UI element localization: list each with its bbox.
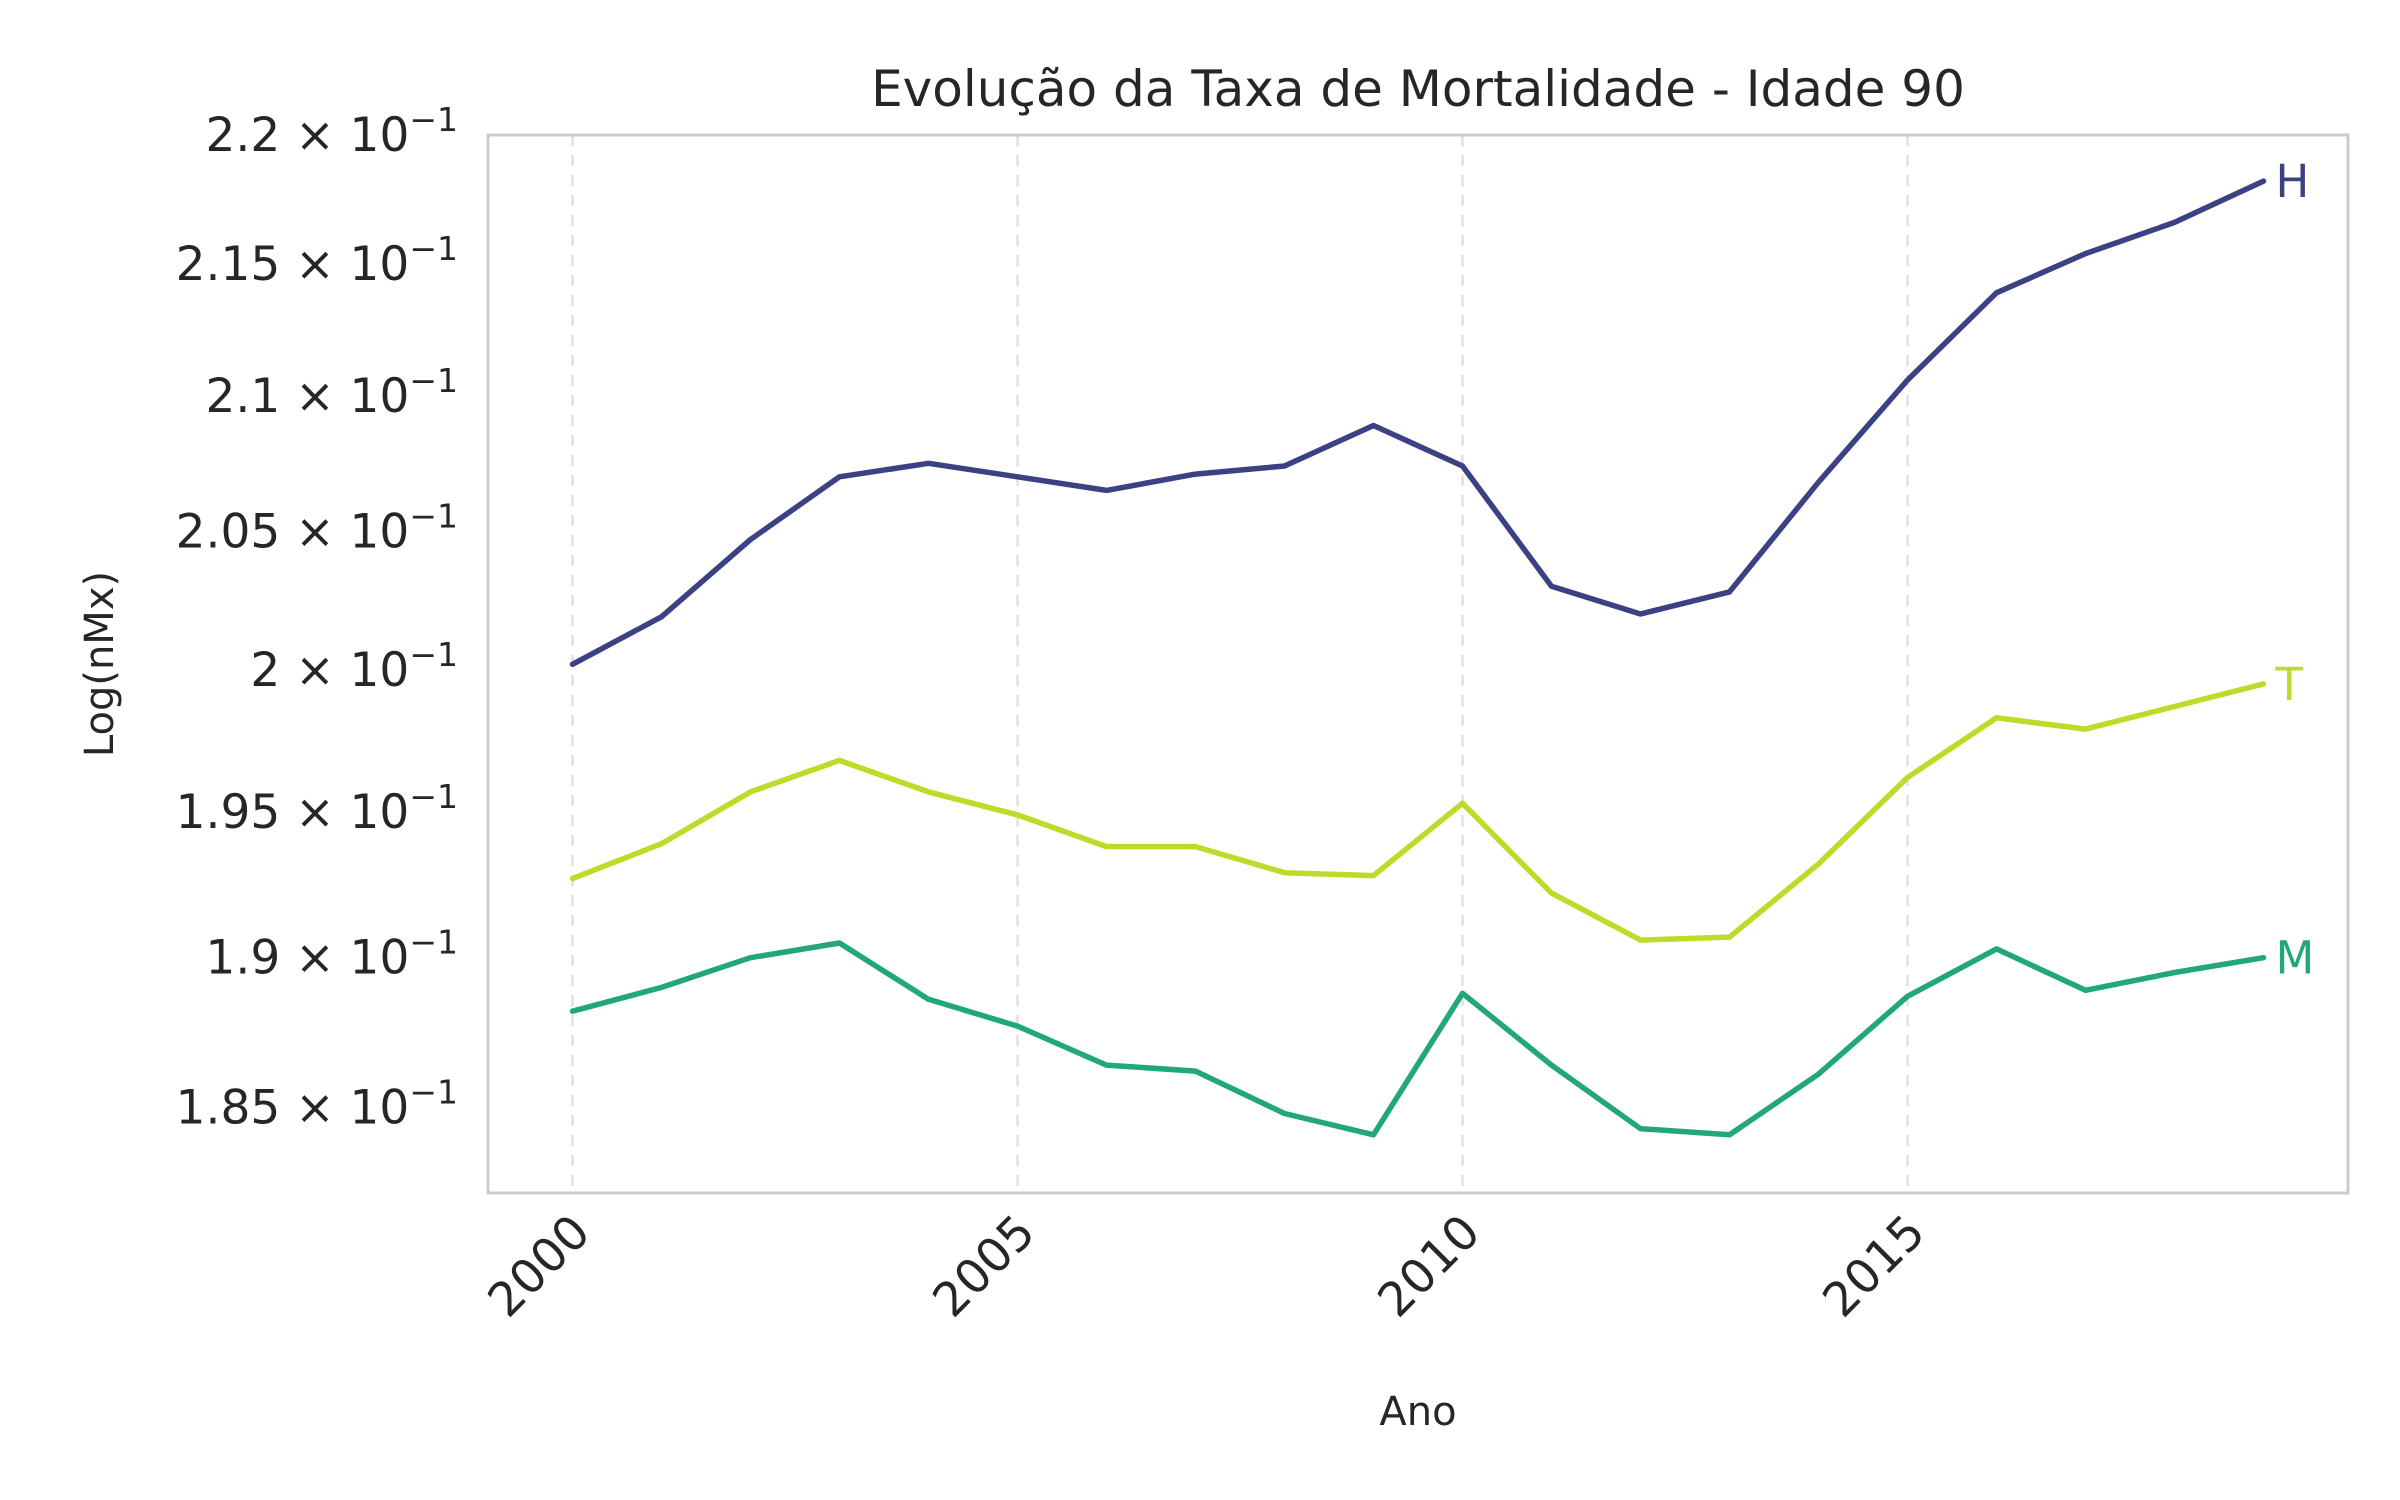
y-tick-label: 1.95 × 10−1	[176, 777, 458, 840]
chart-title: Evolução da Taxa de Mortalidade - Idade …	[871, 60, 1965, 118]
y-axis-ticks: 1.85 × 10−1 1.9 × 10−1 1.95 × 10−1 2 × 10−1…	[176, 100, 458, 1135]
series-line-h	[569, 178, 2267, 668]
y-axis-label: Log(nMx)	[77, 571, 123, 757]
series-end-labels: H T M	[2274, 155, 2314, 985]
y-tick-label: 1.85 × 10−1	[176, 1072, 458, 1135]
series-line-m	[569, 940, 2267, 1138]
series-lines	[569, 178, 2267, 1138]
series-label-t: T	[2274, 658, 2303, 711]
y-tick-label: 2.15 × 10−1	[176, 229, 458, 292]
y-tick-label: 2.2 × 10−1	[206, 100, 458, 163]
series-line-t	[569, 681, 2267, 943]
series-label-m: M	[2275, 932, 2314, 985]
plot-area-frame	[486, 133, 2350, 1195]
y-tick-label: 1.9 × 10−1	[206, 923, 458, 986]
x-axis-label: Ano	[1379, 1389, 1456, 1435]
y-tick-label: 2 × 10−1	[250, 635, 458, 698]
y-tick-label: 2.05 × 10−1	[176, 496, 458, 559]
series-label-h: H	[2275, 155, 2309, 208]
y-tick-label: 2.1 × 10−1	[206, 361, 458, 424]
